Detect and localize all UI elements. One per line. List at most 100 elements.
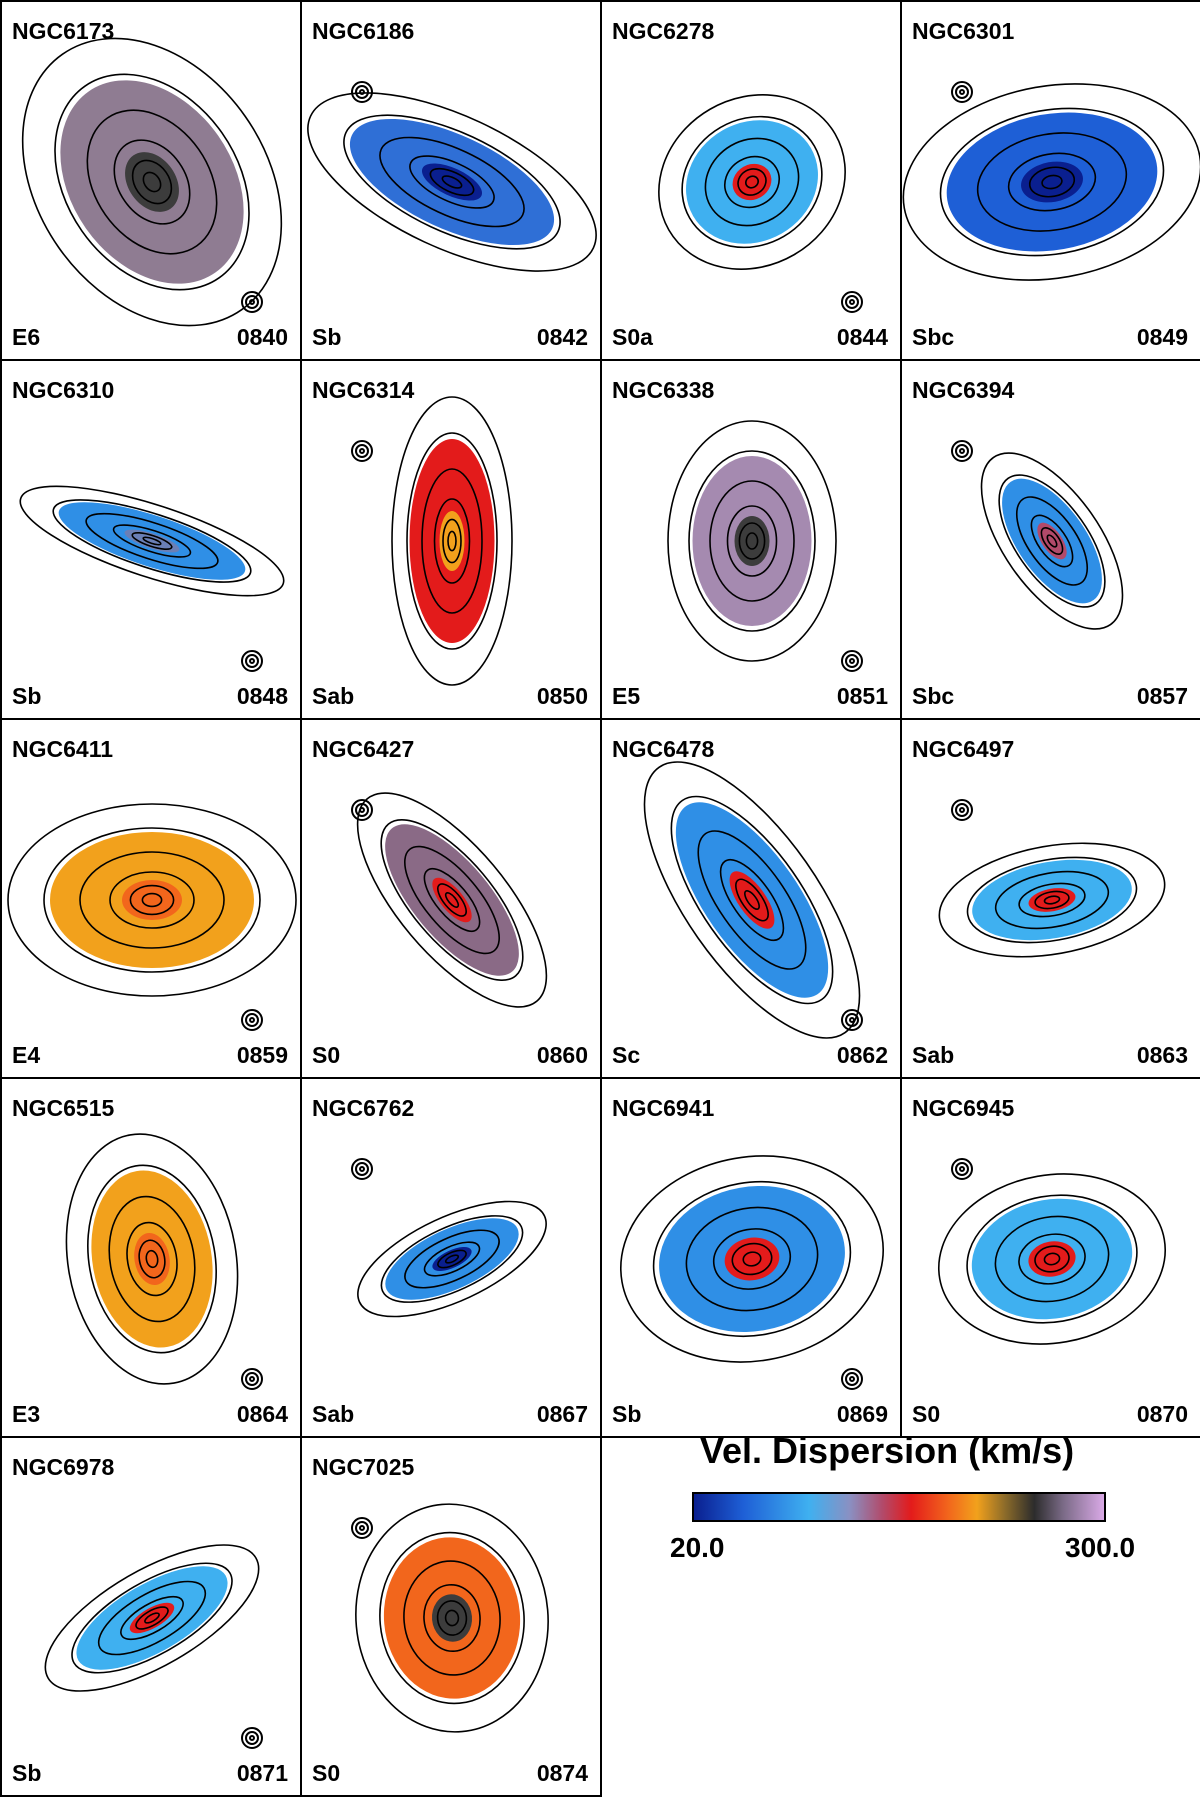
galaxy-name: NGC6497: [912, 736, 1015, 762]
colorbar-title: Vel. Dispersion (km/s): [700, 1430, 1075, 1471]
galaxy-id: 0844: [836, 324, 888, 350]
star-contour: [849, 299, 855, 305]
isophote-contour: [1043, 1252, 1061, 1266]
isophote-contour: [704, 137, 800, 227]
galaxy-id: 0849: [1136, 324, 1188, 350]
isophote-contour: [79, 851, 225, 949]
morphological-type: Sbc: [912, 324, 955, 350]
isophote-contour: [437, 1249, 467, 1269]
isophote-contour: [697, 830, 807, 970]
star-contour: [845, 1372, 859, 1386]
isophote-contour: [71, 1562, 233, 1674]
isophote-contour: [966, 856, 1138, 944]
dispersion-core: [432, 877, 472, 923]
galaxy-name: NGC6338: [612, 377, 715, 403]
star-contour: [955, 444, 969, 458]
isophote-contour: [444, 1254, 460, 1264]
morphological-type: Sc: [612, 1042, 641, 1068]
velocity-dispersion-map: [19, 485, 285, 672]
star-contour: [249, 1376, 255, 1382]
galaxy-id: 0864: [236, 1401, 288, 1427]
star-contour: [841, 650, 863, 672]
isophote-contour: [670, 795, 834, 1005]
isophote-contour: [21, 37, 283, 327]
isophote-contour: [1007, 152, 1097, 212]
isophote-contour: [724, 155, 780, 209]
isophote-contour: [1046, 534, 1058, 548]
star-contour: [351, 81, 373, 103]
star-contour: [245, 295, 259, 309]
galaxy-name: NGC6941: [612, 1095, 715, 1121]
galaxy-name: NGC6310: [12, 377, 115, 403]
velocity-dispersion-map: [351, 396, 513, 686]
galaxy-id: 0859: [236, 1042, 288, 1068]
morphological-type: Sb: [12, 1760, 42, 1786]
galaxy-name: NGC6945: [912, 1095, 1015, 1121]
galaxy-panel: NGC7025 S0 0874: [300, 1436, 602, 1797]
isophote-contour: [307, 92, 597, 272]
velocity-dispersion-map: [658, 94, 863, 313]
isophote-contour: [356, 792, 548, 1008]
galaxy-panel: NGC6301 Sbc 0849: [900, 0, 1200, 361]
star-contour: [849, 658, 855, 664]
star-contour: [951, 799, 973, 821]
isophote-contour: [735, 878, 769, 922]
galaxy-id: 0869: [836, 1401, 888, 1427]
galaxy-id: 0870: [1136, 1401, 1188, 1427]
dispersion-core: [421, 163, 483, 201]
galaxy-panel: NGC6978 Sb 0871: [0, 1436, 302, 1797]
isophote-contour: [685, 1206, 819, 1312]
isophote-contour: [994, 1215, 1110, 1303]
isophote-contour: [112, 524, 192, 558]
isophote-contour: [444, 1609, 460, 1627]
velocity-dispersion-map: [902, 81, 1200, 281]
star-contour: [249, 1735, 255, 1741]
isophote-contour: [429, 167, 475, 197]
isophote-contour: [404, 845, 500, 955]
isophote-contour: [409, 155, 495, 209]
star-contour: [955, 1162, 969, 1176]
colorbar: Vel. Dispersion (km/s) 20.0 300.0: [600, 1430, 1200, 1796]
isophote-contour: [380, 819, 524, 981]
isophote-contour: [379, 136, 525, 228]
isophote-contour: [726, 505, 778, 577]
isophote-contour: [441, 175, 463, 189]
isophote-contour: [138, 1239, 166, 1279]
isophote-contour: [54, 73, 250, 291]
galaxy-id: 0850: [536, 683, 588, 709]
star-contour: [351, 799, 373, 821]
star-contour: [355, 85, 369, 99]
star-contour: [951, 1158, 973, 1180]
isophote-contour: [742, 1251, 762, 1267]
velocity-dispersion-map: [938, 799, 1166, 958]
galaxy-id: 0867: [536, 1401, 588, 1427]
galaxy-name: NGC6411: [12, 736, 114, 762]
star-contour: [841, 291, 863, 313]
star-contour: [241, 1009, 263, 1031]
isophote-contour: [404, 1229, 500, 1289]
galaxy-panel: NGC6478 Sc 0862: [600, 718, 902, 1079]
star-contour: [359, 89, 365, 95]
isophote-contour: [343, 114, 561, 250]
star-contour: [951, 440, 973, 462]
isophote-contour: [709, 480, 795, 602]
morphological-type: E5: [612, 683, 641, 709]
star-contour: [241, 650, 263, 672]
isophote-contour: [1034, 1245, 1070, 1273]
star-contour: [249, 299, 255, 305]
isophote-contour: [998, 474, 1106, 608]
star-contour: [355, 444, 369, 458]
isophote-contour: [1040, 527, 1064, 555]
dispersion-core: [1021, 161, 1083, 203]
galaxy-name: NGC6762: [312, 1095, 415, 1121]
velocity-dispersion-map: [951, 440, 1124, 630]
isophote-contour: [966, 1194, 1138, 1324]
morphological-type: S0a: [612, 324, 653, 350]
colorbar-min-label: 20.0: [670, 1532, 725, 1563]
isophote-contour: [738, 522, 766, 560]
dispersion-core: [432, 1247, 472, 1271]
isophote-contour: [44, 1544, 260, 1692]
isophote-contour: [423, 1241, 481, 1277]
velocity-dispersion-map: [21, 37, 283, 327]
isophote-contour: [113, 139, 191, 225]
